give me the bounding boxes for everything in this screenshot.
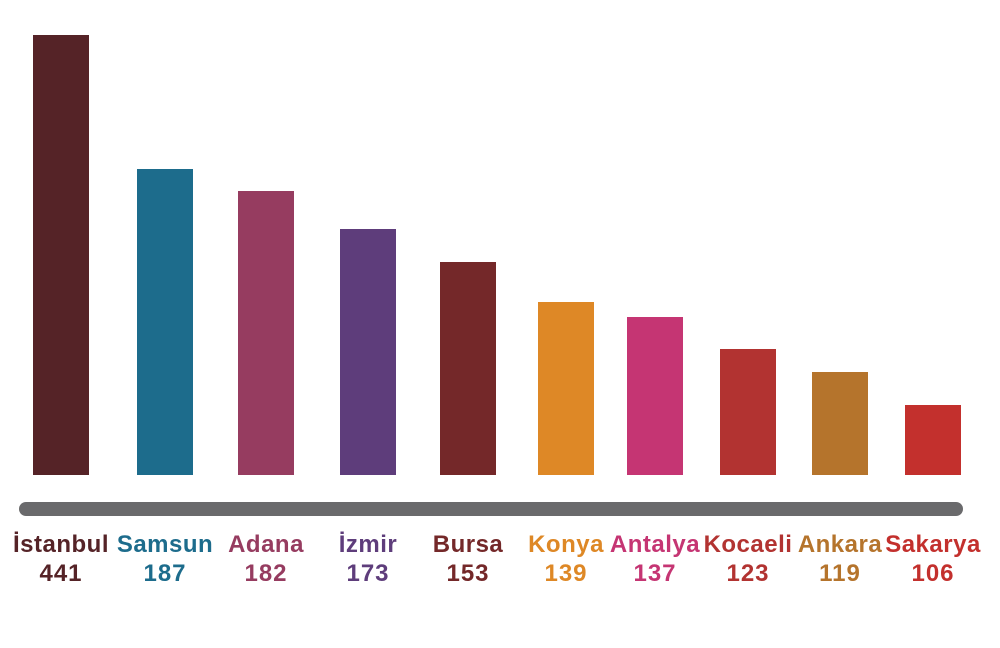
bar-adana (238, 191, 294, 475)
city-name-konya: Konya (528, 531, 604, 558)
label-konya: Konya 139 (528, 531, 604, 589)
label-kocaeli: Kocaeli 123 (704, 531, 793, 589)
city-name-istanbul: İstanbul (12, 531, 110, 558)
label-istanbul: İstanbul 441 (13, 531, 109, 589)
city-value-sakarya: 106 (911, 560, 955, 587)
bar-ankara (812, 372, 868, 475)
city-name-sakarya: Sakarya (885, 531, 981, 558)
baseline-axis (19, 502, 963, 516)
bar-sakarya (905, 405, 961, 475)
label-izmir: İzmir 173 (339, 531, 398, 589)
city-value-izmir: 173 (346, 560, 390, 587)
bar-konya (538, 302, 594, 475)
city-value-konya: 139 (544, 560, 588, 587)
bar-izmir (340, 229, 396, 475)
city-name-antalya: Antalya (609, 531, 701, 558)
label-samsun: Samsun 187 (117, 531, 213, 589)
bar-istanbul (33, 35, 89, 475)
city-value-antalya: 137 (633, 560, 677, 587)
city-name-izmir: İzmir (338, 531, 398, 558)
label-bursa: Bursa 153 (433, 531, 504, 589)
city-name-adana: Adana (228, 531, 304, 558)
city-value-samsun: 187 (143, 560, 187, 587)
bar-antalya (627, 317, 683, 475)
label-sakarya: Sakarya 106 (885, 531, 981, 589)
label-adana: Adana 182 (228, 531, 304, 589)
city-value-bursa: 153 (446, 560, 490, 587)
city-value-ankara: 119 (819, 560, 861, 587)
city-name-samsun: Samsun (116, 531, 214, 558)
city-name-bursa: Bursa (432, 531, 504, 558)
city-name-kocaeli: Kocaeli (703, 531, 793, 558)
bar-samsun (137, 169, 193, 475)
bar-kocaeli (720, 349, 776, 475)
city-value-kocaeli: 123 (726, 560, 770, 587)
city-value-istanbul: 441 (39, 560, 83, 587)
city-name-ankara: Ankara (797, 531, 883, 558)
label-antalya: Antalya 137 (610, 531, 700, 589)
city-value-adana: 182 (244, 560, 288, 587)
label-ankara: Ankara 119 (798, 531, 882, 589)
bar-bursa (440, 262, 496, 475)
